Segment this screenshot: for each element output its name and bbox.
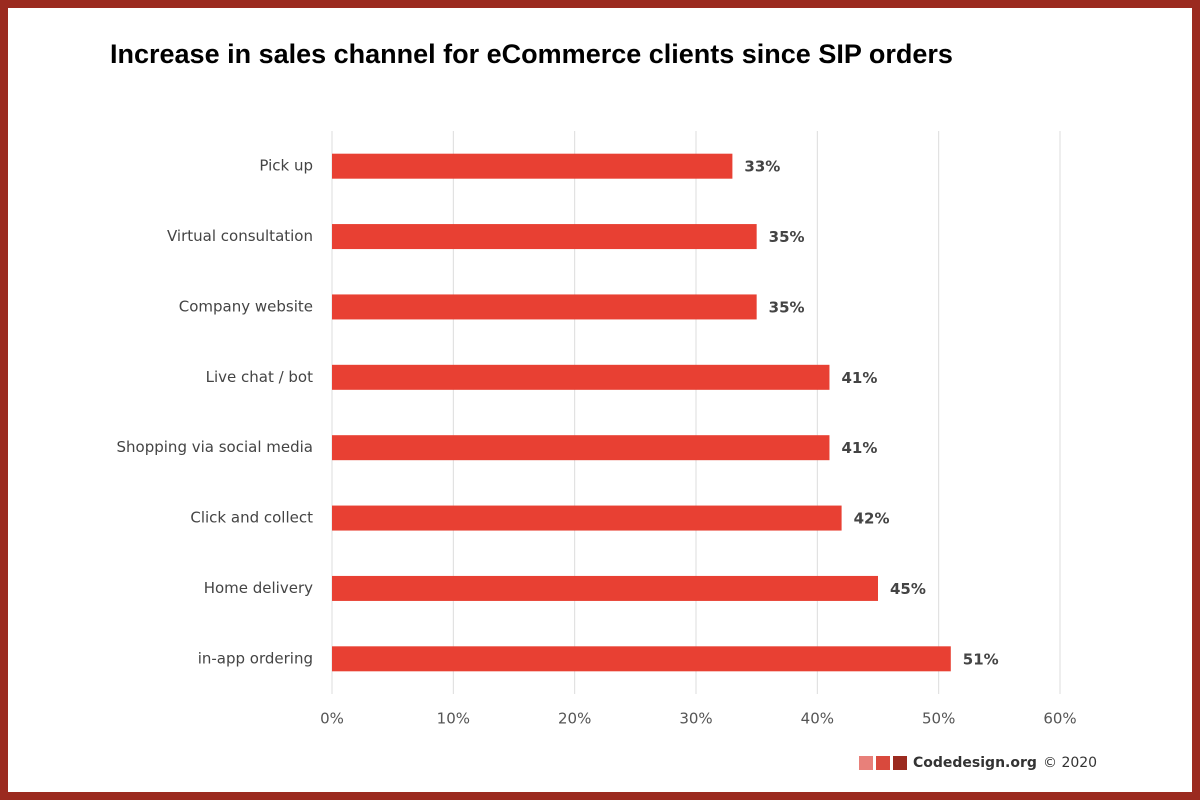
bar: [332, 505, 842, 531]
x-tick-label: 10%: [437, 710, 470, 728]
y-tick-label: Home delivery: [204, 579, 313, 597]
bar: [332, 435, 830, 461]
value-label: 41%: [841, 369, 877, 387]
value-label: 45%: [890, 580, 926, 598]
logo-square: [859, 756, 873, 770]
value-label: 33%: [744, 158, 780, 176]
y-tick-label: Click and collect: [190, 509, 313, 527]
source: Codedesign.org: [913, 755, 1037, 771]
bar: [332, 153, 733, 179]
x-tick-label: 50%: [922, 710, 955, 728]
bar: [332, 224, 757, 250]
value-label: 41%: [841, 439, 877, 457]
y-tick-label: in-app ordering: [198, 649, 313, 667]
x-tick-label: 60%: [1043, 710, 1076, 728]
value-label: 35%: [769, 228, 805, 246]
x-tick-label: 20%: [558, 710, 591, 728]
value-label: 35%: [769, 298, 805, 316]
x-tick-label: 30%: [679, 710, 712, 728]
logo-square: [893, 756, 907, 770]
y-tick-label: Pick up: [259, 157, 313, 175]
value-label: 51%: [963, 650, 999, 668]
bar: [332, 294, 757, 320]
y-tick-label: Virtual consultation: [167, 227, 313, 245]
x-tick-label: 40%: [801, 710, 834, 728]
x-tick-label: 0%: [320, 710, 344, 728]
bar: [332, 575, 878, 601]
chart-title: Increase in sales channel for eCommerce …: [110, 39, 953, 69]
bar: [332, 364, 830, 390]
y-tick-label: Live chat / bot: [206, 368, 314, 386]
value-label: 42%: [854, 510, 890, 528]
logo-square: [876, 756, 890, 770]
y-tick-label: Shopping via social media: [117, 438, 313, 456]
bar: [332, 646, 951, 672]
y-tick-label: Company website: [179, 297, 313, 315]
copyright: © 2020: [1043, 755, 1097, 771]
